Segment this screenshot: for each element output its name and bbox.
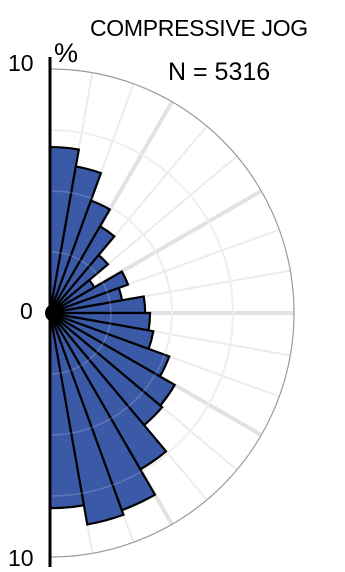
center-hub [45, 304, 63, 322]
